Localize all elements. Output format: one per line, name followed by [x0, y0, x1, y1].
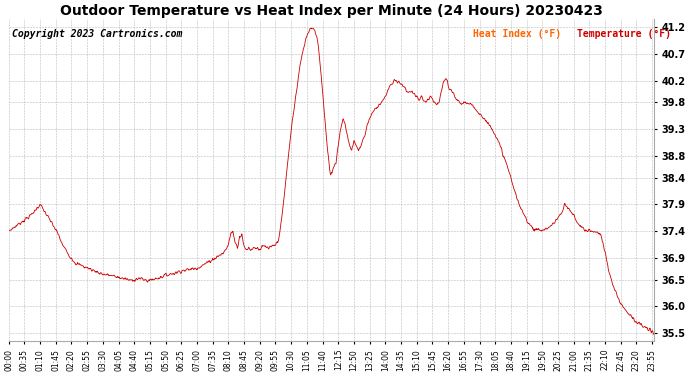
Text: Temperature (°F): Temperature (°F) [577, 29, 671, 39]
Title: Outdoor Temperature vs Heat Index per Minute (24 Hours) 20230423: Outdoor Temperature vs Heat Index per Mi… [60, 4, 603, 18]
Text: Copyright 2023 Cartronics.com: Copyright 2023 Cartronics.com [12, 29, 182, 39]
Text: Heat Index (°F): Heat Index (°F) [473, 29, 562, 39]
